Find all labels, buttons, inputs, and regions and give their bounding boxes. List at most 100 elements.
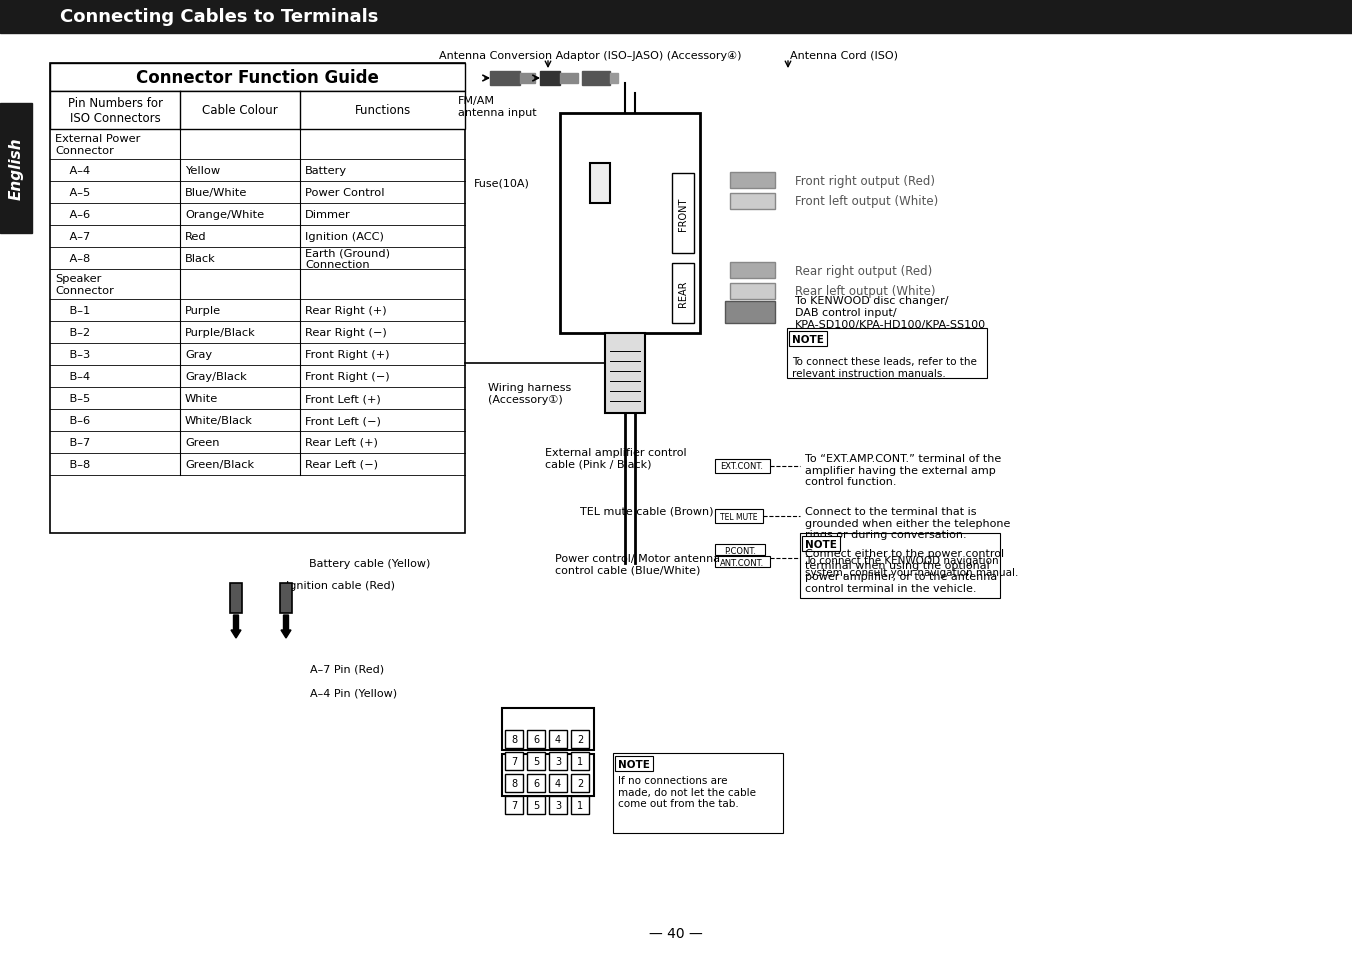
Bar <box>672 264 694 324</box>
Text: B–2: B–2 <box>55 328 91 337</box>
Text: Rear left output (White): Rear left output (White) <box>795 285 936 298</box>
Text: 7: 7 <box>511 801 516 810</box>
Bar <box>527 796 545 814</box>
Bar <box>506 730 523 748</box>
Text: 7: 7 <box>511 757 516 766</box>
Bar <box>549 796 566 814</box>
Text: 3: 3 <box>554 801 561 810</box>
Text: B–1: B–1 <box>55 306 91 315</box>
Text: Ignition cable (Red): Ignition cable (Red) <box>285 580 395 590</box>
Text: To “EXT.AMP.CONT.” terminal of the
amplifier having the external amp
control fun: To “EXT.AMP.CONT.” terminal of the ampli… <box>804 454 1002 487</box>
Text: To KENWOOD disc changer/
DAB control input/
KPA-SD100/KPA-HD100/KPA-SS100: To KENWOOD disc changer/ DAB control inp… <box>795 296 986 329</box>
Text: Front Right (+): Front Right (+) <box>306 350 389 359</box>
Text: NOTE: NOTE <box>792 335 823 345</box>
Text: Antenna Cord (ISO): Antenna Cord (ISO) <box>790 51 898 61</box>
Text: Yellow: Yellow <box>185 166 220 175</box>
Bar <box>489 71 521 86</box>
Bar <box>506 774 523 792</box>
Text: Rear right output (Red): Rear right output (Red) <box>795 264 933 277</box>
Text: B–8: B–8 <box>55 459 91 470</box>
Bar <box>790 332 827 347</box>
Bar <box>730 172 775 189</box>
Bar <box>549 752 566 770</box>
Bar <box>589 164 610 204</box>
Text: B–5: B–5 <box>55 394 91 403</box>
Text: Pin Numbers for
ISO Connectors: Pin Numbers for ISO Connectors <box>68 97 162 125</box>
Bar <box>502 754 594 796</box>
Text: Purple: Purple <box>185 306 222 315</box>
Bar <box>612 753 783 833</box>
Bar <box>571 730 589 748</box>
Text: TEL mute cable (Brown): TEL mute cable (Brown) <box>580 505 714 516</box>
Text: Earth (Ground)
Connection: Earth (Ground) Connection <box>306 248 389 270</box>
Bar <box>730 193 775 210</box>
Text: Red: Red <box>185 232 207 242</box>
Text: Connector Function Guide: Connector Function Guide <box>137 69 379 87</box>
Text: White/Black: White/Black <box>185 416 253 426</box>
Text: Connecting Cables to Terminals: Connecting Cables to Terminals <box>59 8 379 26</box>
Text: EXT.CONT.: EXT.CONT. <box>721 462 764 471</box>
Bar <box>0 0 1352 34</box>
Bar <box>571 796 589 814</box>
Text: A–7 Pin (Red): A–7 Pin (Red) <box>310 663 384 673</box>
Text: 8: 8 <box>511 779 516 788</box>
Text: A–6: A–6 <box>55 210 91 220</box>
Text: 4: 4 <box>554 779 561 788</box>
Text: 2: 2 <box>577 779 583 788</box>
Bar <box>730 284 775 299</box>
Text: Rear Right (−): Rear Right (−) <box>306 328 387 337</box>
Text: Front left output (White): Front left output (White) <box>795 195 938 209</box>
Text: External Power
Connector: External Power Connector <box>55 134 141 155</box>
Text: Fuse(10A): Fuse(10A) <box>475 179 530 189</box>
Text: 2: 2 <box>577 734 583 744</box>
Bar <box>502 708 594 750</box>
Text: 1: 1 <box>577 801 583 810</box>
Text: 4: 4 <box>554 734 561 744</box>
Bar <box>521 74 535 84</box>
Text: B–6: B–6 <box>55 416 91 426</box>
Text: Green: Green <box>185 437 219 448</box>
Text: Gray/Black: Gray/Black <box>185 372 247 381</box>
Text: Battery cable (Yellow): Battery cable (Yellow) <box>310 558 431 568</box>
Text: Purple/Black: Purple/Black <box>185 328 256 337</box>
Text: A–7: A–7 <box>55 232 91 242</box>
Text: Battery: Battery <box>306 166 347 175</box>
Text: English: English <box>8 137 23 200</box>
Bar <box>280 583 292 614</box>
Bar <box>581 71 610 86</box>
Bar <box>0 104 32 233</box>
Bar <box>715 557 771 567</box>
Text: NOTE: NOTE <box>804 539 837 550</box>
Text: Connect to the terminal that is
grounded when either the telephone
rings or duri: Connect to the terminal that is grounded… <box>804 506 1010 539</box>
Bar <box>527 730 545 748</box>
Text: Orange/White: Orange/White <box>185 210 264 220</box>
Text: Front Left (+): Front Left (+) <box>306 394 381 403</box>
Text: Wiring harness
(Accessory①): Wiring harness (Accessory①) <box>488 383 572 404</box>
Bar <box>800 534 1000 598</box>
Text: Power control/ Motor antenna
control cable (Blue/White): Power control/ Motor antenna control cab… <box>556 554 721 575</box>
Text: 6: 6 <box>533 779 539 788</box>
FancyArrow shape <box>231 616 241 639</box>
Text: Rear Right (+): Rear Right (+) <box>306 306 387 315</box>
Text: Rear Left (+): Rear Left (+) <box>306 437 377 448</box>
Text: 5: 5 <box>533 757 539 766</box>
Bar <box>50 91 465 130</box>
Text: B–3: B–3 <box>55 350 91 359</box>
Bar <box>50 64 465 534</box>
Text: Cable Colour: Cable Colour <box>203 105 279 117</box>
Text: NOTE: NOTE <box>618 760 650 769</box>
Text: Power Control: Power Control <box>306 188 384 198</box>
Text: Functions: Functions <box>354 105 411 117</box>
Bar <box>549 730 566 748</box>
Bar <box>571 774 589 792</box>
Text: 8: 8 <box>511 734 516 744</box>
Text: Gray: Gray <box>185 350 212 359</box>
Text: Speaker
Connector: Speaker Connector <box>55 274 114 295</box>
Text: B–7: B–7 <box>55 437 91 448</box>
Text: Black: Black <box>185 253 216 264</box>
Text: White: White <box>185 394 218 403</box>
Bar <box>527 752 545 770</box>
Bar <box>715 510 763 523</box>
Text: B–4: B–4 <box>55 372 91 381</box>
Text: Rear Left (−): Rear Left (−) <box>306 459 379 470</box>
